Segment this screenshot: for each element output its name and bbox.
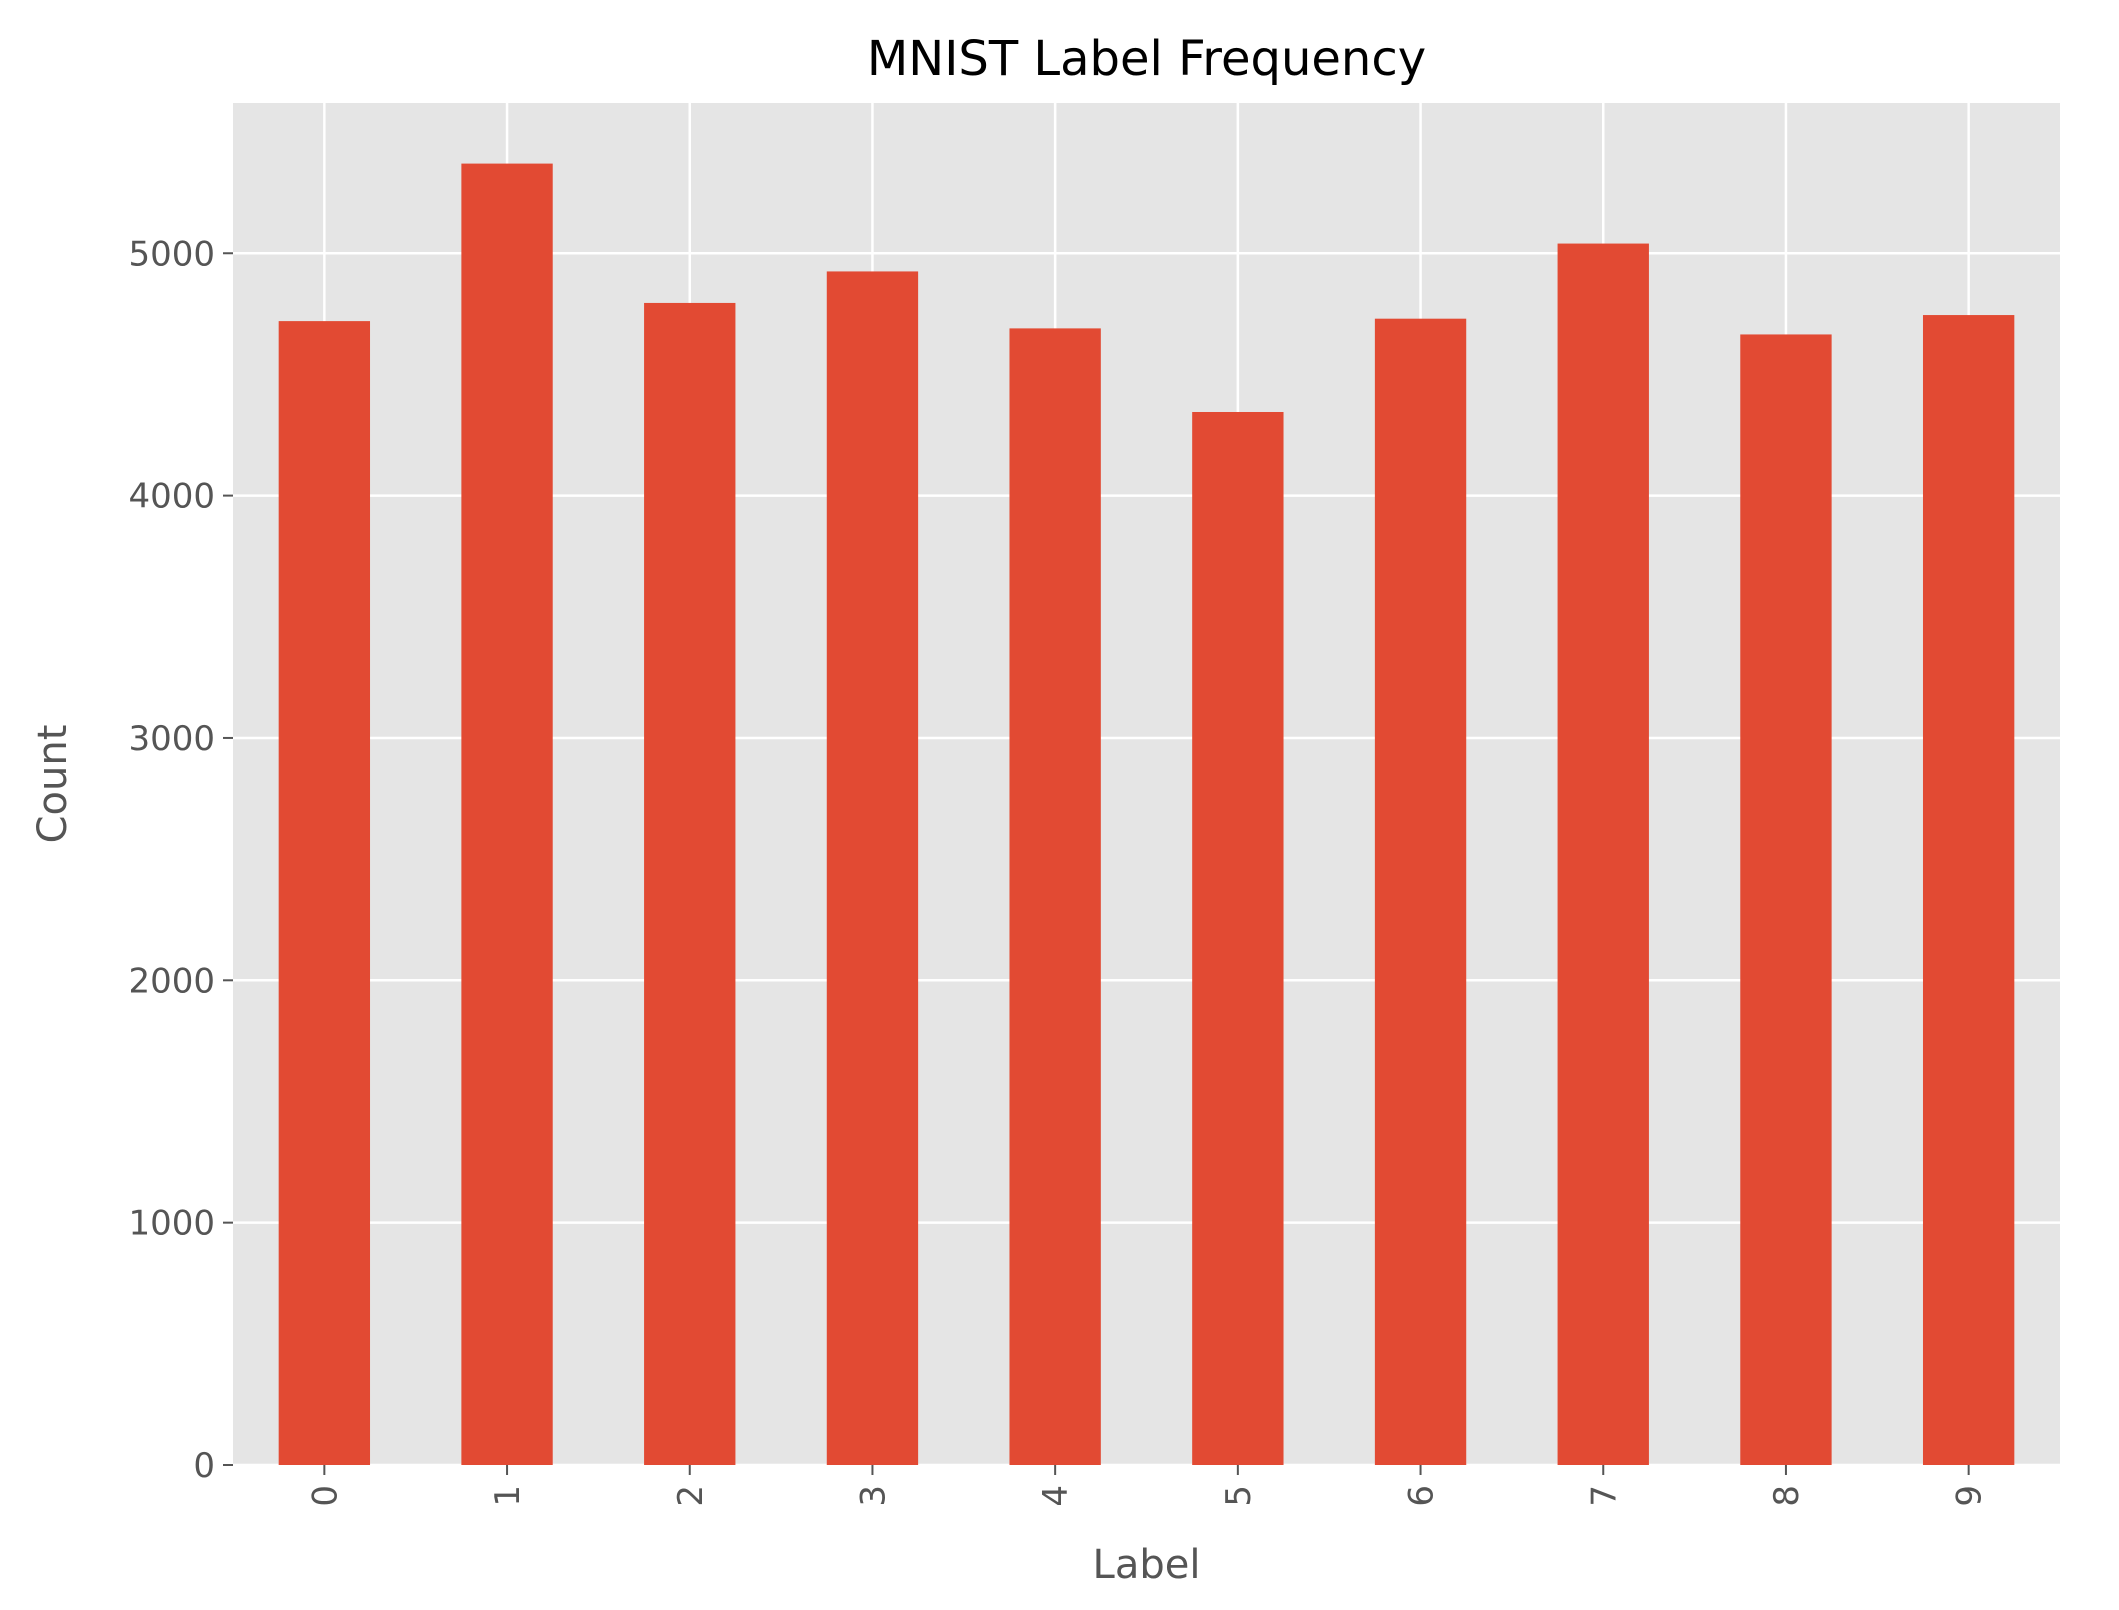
x-tick-label: 2 xyxy=(671,1485,711,1507)
x-tick-label: 0 xyxy=(305,1485,345,1507)
chart-title: MNIST Label Frequency xyxy=(867,31,1426,87)
y-axis-ticks: 0 1000 2000 3000 4000 5000 xyxy=(128,234,233,1486)
x-axis-ticks: 0 1 2 3 4 5 6 7 8 9 xyxy=(305,1465,1990,1507)
x-tick-label: 9 xyxy=(1950,1485,1990,1507)
bar-9 xyxy=(1922,315,2015,1465)
bar-4 xyxy=(1009,328,1101,1466)
x-tick-label: 6 xyxy=(1402,1485,1442,1507)
y-tick-label: 0 xyxy=(193,1446,215,1486)
x-tick-label: 7 xyxy=(1584,1485,1624,1507)
bar-1 xyxy=(461,163,553,1466)
x-axis-title: Label xyxy=(1093,1542,1201,1588)
y-tick-label: 4000 xyxy=(128,477,215,517)
y-tick-label: 3000 xyxy=(128,719,215,759)
y-tick-label: 1000 xyxy=(128,1204,215,1244)
bar-7 xyxy=(1557,243,1649,1466)
x-tick-label: 3 xyxy=(853,1485,893,1507)
bar-3 xyxy=(826,271,919,1465)
x-tick-label: 8 xyxy=(1767,1485,1807,1507)
y-tick-label: 2000 xyxy=(128,961,215,1001)
bar-8 xyxy=(1740,334,1832,1465)
bar-5 xyxy=(1192,411,1284,1466)
bar-0 xyxy=(278,321,371,1465)
bar-2 xyxy=(644,302,736,1465)
x-tick-label: 5 xyxy=(1219,1485,1259,1507)
y-tick-label: 5000 xyxy=(128,234,215,274)
y-axis-title: Count xyxy=(30,725,76,844)
bar-6 xyxy=(1374,318,1467,1465)
x-tick-label: 4 xyxy=(1036,1485,1076,1507)
bars xyxy=(278,163,2015,1466)
x-tick-label: 1 xyxy=(488,1485,528,1507)
